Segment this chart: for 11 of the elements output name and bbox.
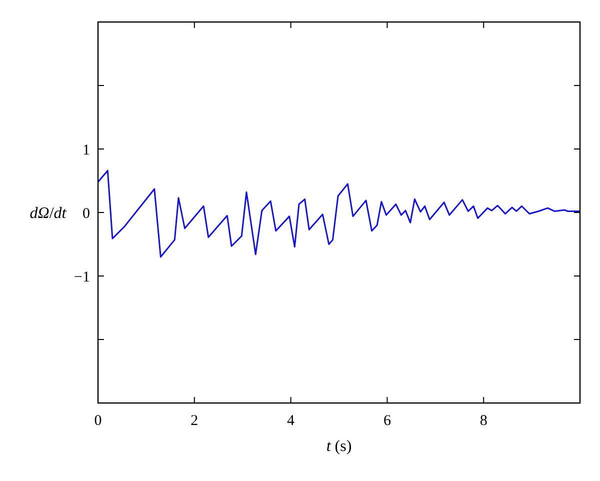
y-tick-label: 1 (82, 142, 90, 158)
line-series (97, 170, 581, 258)
x-tick-label: 0 (94, 413, 102, 429)
y-tick-label: 0 (82, 206, 90, 222)
x-axis-title: t (s) (326, 438, 352, 455)
y-tick-label: −1 (74, 269, 90, 286)
x-tick-label: 8 (480, 413, 488, 429)
x-tick-label: 6 (383, 413, 392, 429)
y-axis-title: dΩ/dt (30, 205, 67, 222)
x-tick-label: 4 (287, 413, 296, 429)
x-tick-label: 2 (190, 413, 198, 429)
